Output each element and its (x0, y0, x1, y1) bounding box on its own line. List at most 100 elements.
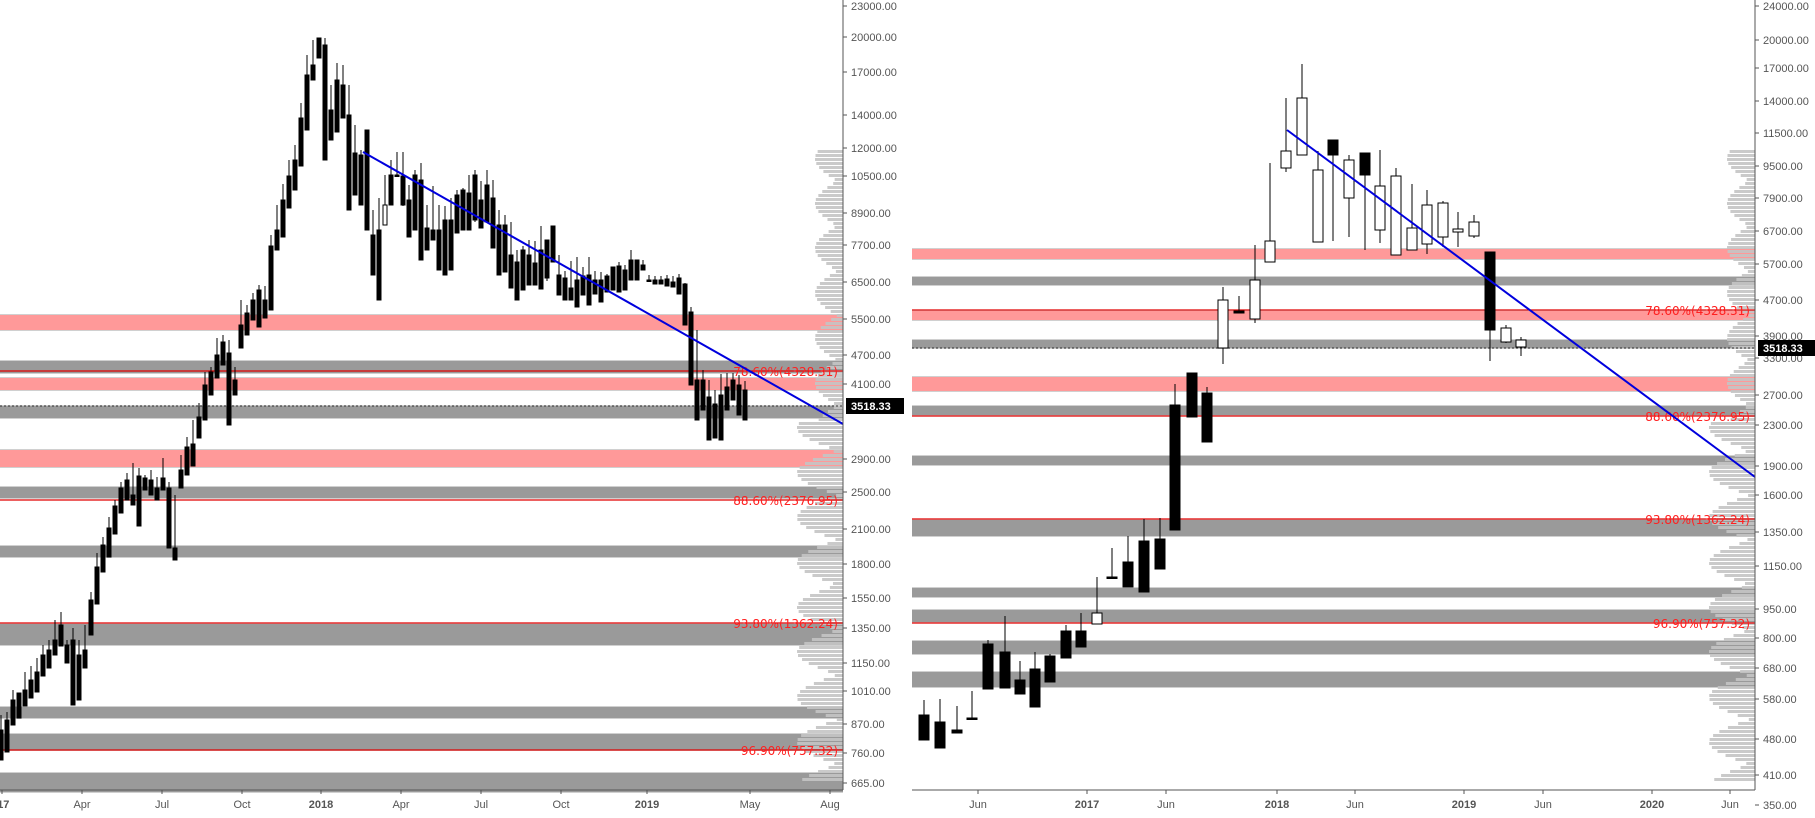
candle-down[interactable] (742, 389, 748, 421)
candle-down[interactable] (388, 174, 394, 206)
candle-down[interactable] (520, 249, 526, 291)
candle-down[interactable] (418, 179, 424, 261)
candle-down[interactable] (556, 274, 562, 296)
candle-down[interactable] (346, 114, 352, 211)
candle-down[interactable] (1106, 576, 1118, 579)
candle-down[interactable] (622, 269, 628, 291)
candle-down[interactable] (274, 229, 280, 251)
candle-down[interactable] (46, 649, 52, 669)
candle-down[interactable] (544, 239, 550, 279)
candle-down[interactable] (640, 264, 646, 271)
candle-down[interactable] (706, 396, 712, 441)
candle-down[interactable] (478, 199, 484, 229)
candle-down[interactable] (1060, 630, 1072, 659)
support-zone[interactable] (0, 734, 843, 750)
candle-down[interactable] (652, 279, 658, 285)
candle-down[interactable] (598, 279, 604, 303)
candle-up[interactable] (1312, 169, 1324, 243)
trendline[interactable] (362, 151, 844, 425)
candle-down[interactable] (232, 379, 238, 396)
candle-down[interactable] (670, 281, 676, 288)
candle-down[interactable] (1233, 310, 1245, 314)
candle-up[interactable] (1437, 202, 1449, 238)
candle-down[interactable] (1359, 152, 1371, 176)
candle-down[interactable] (208, 371, 214, 396)
candle-down[interactable] (220, 341, 226, 366)
candle-down[interactable] (1122, 561, 1134, 588)
candle-down[interactable] (634, 259, 640, 281)
candle-up[interactable] (382, 204, 388, 226)
candle-down[interactable] (700, 379, 706, 411)
resistance-zone[interactable] (912, 377, 1755, 391)
candle-down[interactable] (262, 299, 268, 319)
candle-down[interactable] (484, 184, 490, 223)
candle-down[interactable] (214, 354, 220, 379)
candle-down[interactable] (550, 225, 556, 263)
candle-down[interactable] (1029, 668, 1041, 708)
candle-down[interactable] (250, 299, 256, 321)
candle-down[interactable] (316, 37, 322, 59)
candle-up[interactable] (1264, 240, 1276, 263)
candle-down[interactable] (400, 175, 406, 206)
candle-down[interactable] (538, 249, 544, 290)
candle-down[interactable] (364, 129, 370, 231)
support-zone[interactable] (0, 546, 843, 557)
candle-down[interactable] (658, 279, 664, 285)
candle-down[interactable] (178, 469, 184, 489)
candle-down[interactable] (999, 651, 1011, 689)
support-zone[interactable] (0, 707, 843, 718)
candle-up[interactable] (1468, 221, 1480, 237)
left-chart-panel[interactable]: 78.60%(4328.31) 88.60%(2376.95) 93.80%(136… (0, 0, 908, 818)
left-chart-canvas[interactable]: 78.60%(4328.31) 88.60%(2376.95) 93.80%(136… (0, 0, 908, 818)
candle-down[interactable] (580, 275, 586, 296)
candle-down[interactable] (472, 174, 478, 221)
candle-down[interactable] (951, 729, 963, 734)
candle-down[interactable] (16, 692, 22, 719)
support-zone[interactable] (912, 520, 1755, 536)
candle-down[interactable] (292, 159, 298, 191)
candle-down[interactable] (184, 446, 190, 476)
candle-down[interactable] (268, 245, 274, 311)
support-zone[interactable] (0, 773, 843, 792)
candle-down[interactable] (112, 505, 118, 535)
support-zone[interactable] (912, 610, 1755, 622)
candle-down[interactable] (688, 311, 694, 386)
candle-down[interactable] (514, 261, 520, 301)
candle-down[interactable] (304, 74, 310, 131)
resistance-zone[interactable] (0, 450, 843, 467)
candle-up[interactable] (1280, 150, 1292, 169)
candle-down[interactable] (52, 639, 58, 656)
candle-down[interactable] (448, 219, 454, 271)
candle-down[interactable] (244, 312, 250, 336)
support-zone[interactable] (0, 487, 843, 498)
resistance-zone[interactable] (912, 311, 1755, 320)
candle-down[interactable] (106, 527, 112, 558)
candle-up[interactable] (1374, 185, 1386, 231)
candle-down[interactable] (718, 394, 724, 441)
candle-down[interactable] (352, 152, 358, 196)
candle-down[interactable] (664, 278, 670, 287)
candle-down[interactable] (586, 274, 592, 306)
candle-down[interactable] (310, 64, 316, 81)
candle-down[interactable] (202, 384, 208, 421)
candle-up[interactable] (1217, 299, 1229, 349)
candle-down[interactable] (682, 283, 688, 326)
candle-down[interactable] (502, 224, 508, 273)
price-axis[interactable]: 24000.00 20000.00 17000.00 14000.00 11500.00… (1755, 1, 1809, 818)
price-axis[interactable]: 23000.00 20000.00 17000.00 14000.00 12000.00… (843, 1, 897, 790)
candle-down[interactable] (370, 234, 376, 276)
candle-down[interactable] (148, 479, 154, 496)
right-chart-panel[interactable]: 78.60%(4328.31) 88.60%(2376.95) 93.80%(136… (912, 0, 1815, 818)
candle-down[interactable] (166, 487, 172, 549)
candle-down[interactable] (1075, 630, 1087, 648)
candle-down[interactable] (496, 224, 502, 276)
candle-down[interactable] (280, 199, 286, 238)
candle-down[interactable] (694, 379, 700, 421)
candle-down[interactable] (442, 219, 448, 276)
support-zone[interactable] (912, 277, 1755, 285)
candle-down[interactable] (358, 154, 364, 206)
candle-down[interactable] (82, 649, 88, 669)
candle-down[interactable] (430, 229, 436, 241)
candle-down[interactable] (22, 689, 28, 707)
trendline[interactable] (1286, 129, 1756, 478)
